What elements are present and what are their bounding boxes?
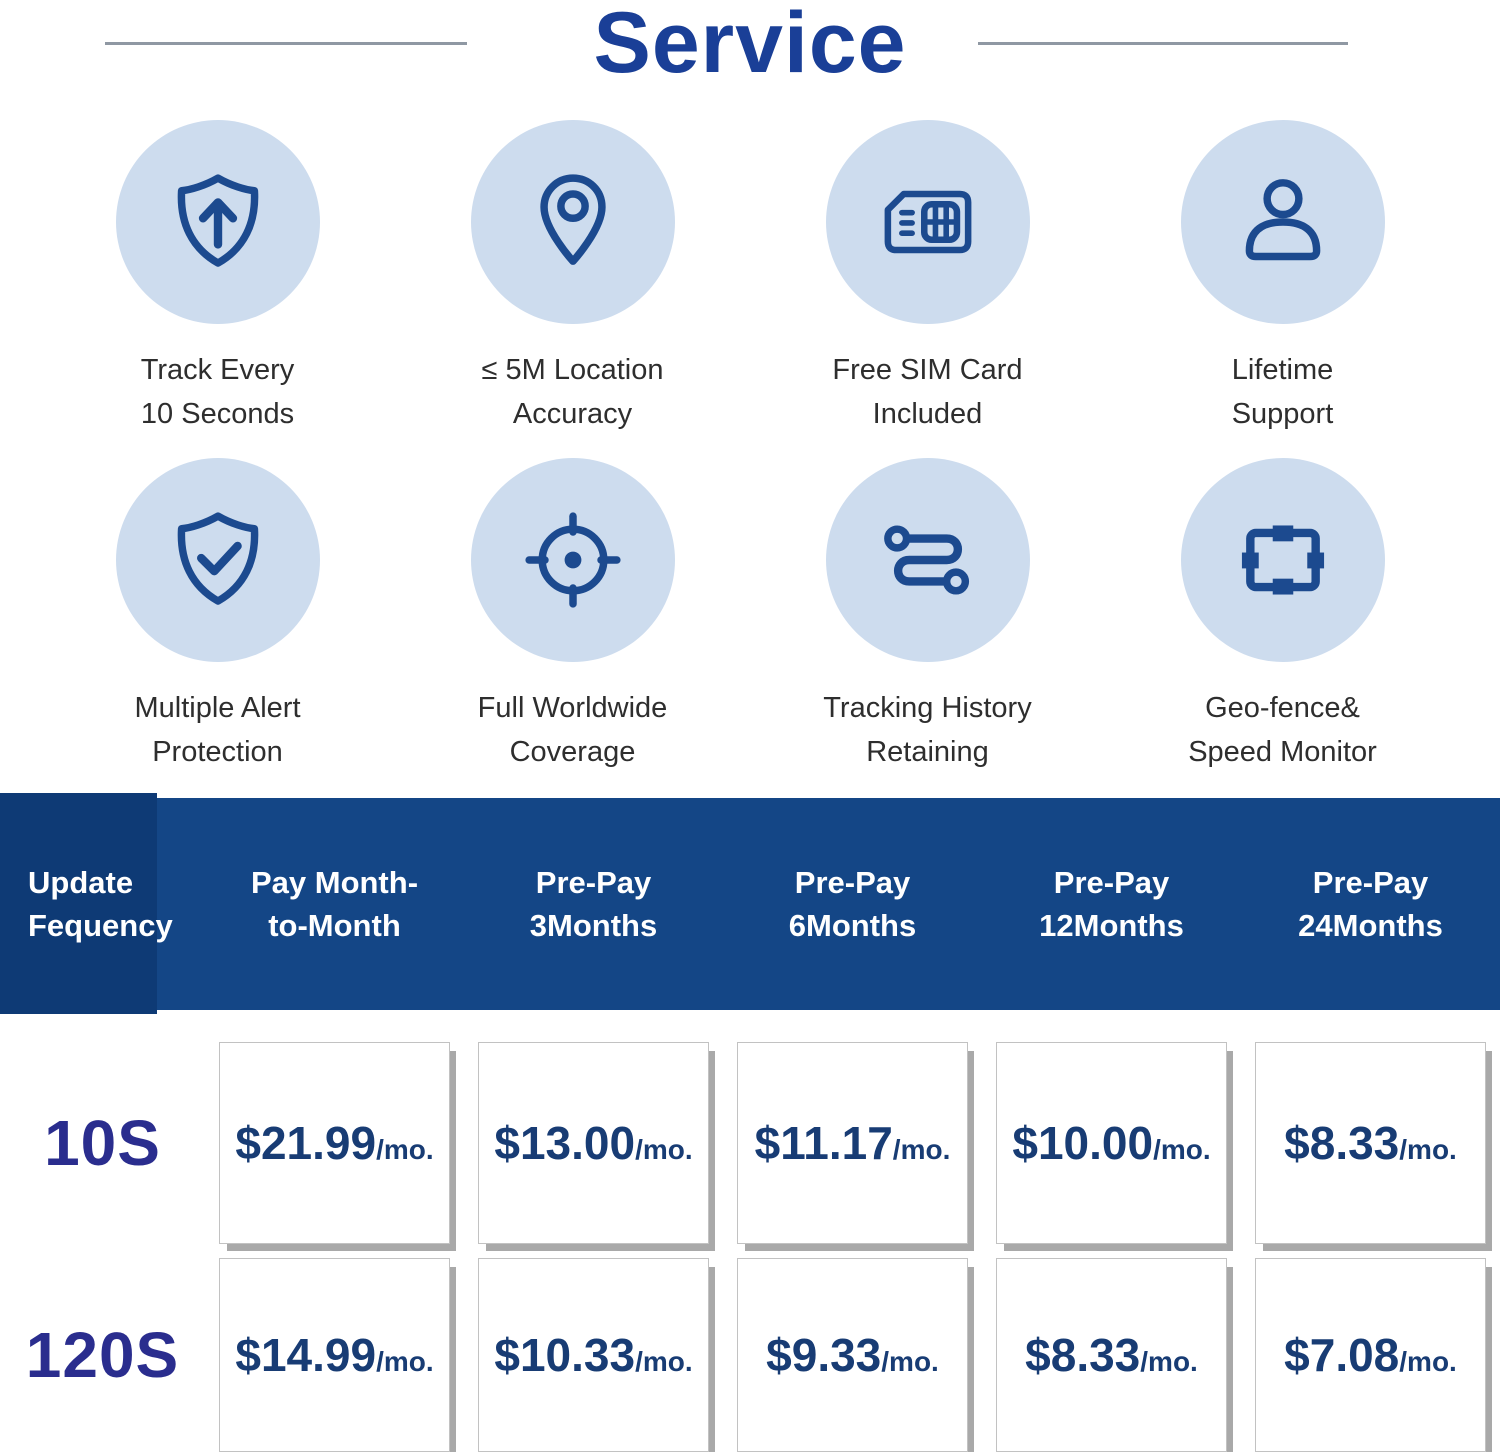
feature-icon-circle xyxy=(470,458,675,662)
title-rule-left xyxy=(105,42,467,45)
column-header-update-frequency: Update Fequency xyxy=(28,865,173,943)
feature-icon-circle xyxy=(1180,120,1385,324)
price-cell: $11.17/mo. xyxy=(737,1042,968,1244)
row-label-120s: 120S xyxy=(25,1319,180,1391)
feature-icon-circle xyxy=(470,120,675,324)
title-bar: Service xyxy=(0,0,1500,94)
feature-label: Multiple Alert Protection xyxy=(134,692,301,768)
feature-grid: Track Every 10 Seconds ≤ 5M Location Accur… xyxy=(40,120,1460,774)
feature-label: Geo-fence& Speed Monitor xyxy=(1188,692,1377,768)
shield-check-icon xyxy=(162,504,274,616)
feature-worldwide-coverage: Full Worldwide Coverage xyxy=(395,458,750,774)
price-cell: $8.33/mo. xyxy=(996,1258,1227,1452)
column-header-prepay-24months: Pre-Pay 24Months xyxy=(1298,865,1443,943)
pricing-rows: 10S $21.99/mo. $13.00/mo. $11.17/mo. $10… xyxy=(0,1042,1500,1452)
feature-lifetime-support: Lifetime Support xyxy=(1105,120,1460,436)
user-icon xyxy=(1227,166,1339,278)
price-cell: $8.33/mo. xyxy=(1255,1042,1486,1244)
shield-up-arrow-icon xyxy=(162,166,274,278)
feature-free-sim: Free SIM Card Included xyxy=(750,120,1105,436)
feature-location-accuracy: ≤ 5M Location Accuracy xyxy=(395,120,750,436)
price-cell: $10.00/mo. xyxy=(996,1042,1227,1244)
feature-label: Full Worldwide Coverage xyxy=(477,692,668,768)
feature-icon-circle xyxy=(115,458,320,662)
price-cell: $9.33/mo. xyxy=(737,1258,968,1452)
feature-geofence-speed: Geo-fence& Speed Monitor xyxy=(1105,458,1460,774)
sim-card-icon xyxy=(872,166,984,278)
feature-icon-circle xyxy=(825,458,1030,662)
feature-label: Tracking History Retaining xyxy=(823,692,1032,768)
price-cell: $13.00/mo. xyxy=(478,1042,709,1244)
table-row-10s: 10S $21.99/mo. $13.00/mo. $11.17/mo. $10… xyxy=(0,1042,1500,1244)
feature-icon-circle xyxy=(825,120,1030,324)
feature-label: ≤ 5M Location Accuracy xyxy=(481,354,664,430)
price-cell: $21.99/mo. xyxy=(219,1042,450,1244)
feature-label: Lifetime Support xyxy=(1231,354,1334,430)
feature-label: Track Every 10 Seconds xyxy=(140,354,295,430)
column-header-prepay-12months: Pre-Pay 12Months xyxy=(1039,865,1184,943)
price-cell: $10.33/mo. xyxy=(478,1258,709,1452)
table-row-120s: 120S $14.99/mo. $10.33/mo. $9.33/mo. $8.… xyxy=(0,1258,1500,1452)
title-rule-right xyxy=(978,42,1348,45)
feature-icon-circle xyxy=(1180,458,1385,662)
location-pin-icon xyxy=(517,166,629,278)
feature-icon-circle xyxy=(115,120,320,324)
feature-tracking-history: Tracking History Retaining xyxy=(750,458,1105,774)
column-header-prepay-6months: Pre-Pay 6Months xyxy=(788,865,917,943)
feature-label: Free SIM Card Included xyxy=(832,354,1023,430)
column-header-month-to-month: Pay Month- to-Month xyxy=(250,865,419,943)
pricing-header-band: Update Fequency Pay Month- to-Month Pre-… xyxy=(0,793,1500,1014)
row-label-10s: 10S xyxy=(44,1107,161,1179)
feature-track-every-10s: Track Every 10 Seconds xyxy=(40,120,395,436)
feature-multiple-alert: Multiple Alert Protection xyxy=(40,458,395,774)
price-cell: $14.99/mo. xyxy=(219,1258,450,1452)
geofence-icon xyxy=(1227,504,1339,616)
price-cell: $7.08/mo. xyxy=(1255,1258,1486,1452)
crosshair-icon xyxy=(517,504,629,616)
band-left-accent xyxy=(0,793,157,1014)
route-icon xyxy=(872,504,984,616)
page-title: Service xyxy=(593,0,907,91)
column-header-prepay-3months: Pre-Pay 3Months xyxy=(529,865,658,943)
